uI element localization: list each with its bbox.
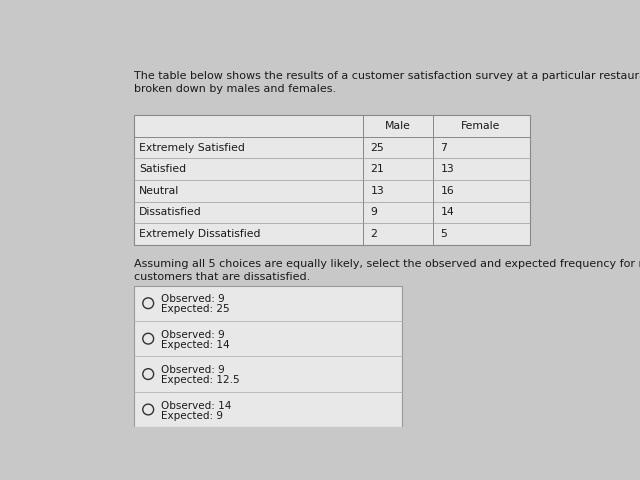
Text: 5: 5: [440, 229, 447, 239]
Text: 9: 9: [371, 207, 378, 217]
Text: Extremely Dissatisfied: Extremely Dissatisfied: [139, 229, 260, 239]
Text: 13: 13: [440, 164, 454, 174]
Text: Male: Male: [385, 121, 411, 131]
Text: 14: 14: [440, 207, 454, 217]
Text: Expected: 25: Expected: 25: [161, 304, 229, 314]
Text: 16: 16: [440, 186, 454, 196]
Text: Expected: 9: Expected: 9: [161, 411, 223, 420]
Bar: [134, 115, 529, 245]
Text: Observed: 9: Observed: 9: [161, 330, 225, 340]
Text: Observed: 9: Observed: 9: [161, 365, 225, 375]
Text: Expected: 14: Expected: 14: [161, 340, 229, 350]
Text: 7: 7: [440, 143, 447, 153]
Text: Dissatisfied: Dissatisfied: [139, 207, 202, 217]
Text: Female: Female: [461, 121, 500, 131]
Text: Observed: 9: Observed: 9: [161, 294, 225, 304]
Text: Expected: 12.5: Expected: 12.5: [161, 375, 239, 385]
Text: Satisfied: Satisfied: [139, 164, 186, 174]
Text: 2: 2: [371, 229, 378, 239]
Text: customers that are dissatisfied.: customers that are dissatisfied.: [134, 272, 310, 282]
Text: Neutral: Neutral: [139, 186, 179, 196]
Text: The table below shows the results of a customer satisfaction survey at a particu: The table below shows the results of a c…: [134, 72, 640, 82]
Text: 25: 25: [371, 143, 385, 153]
Text: 21: 21: [371, 164, 385, 174]
Text: broken down by males and females.: broken down by males and females.: [134, 84, 337, 94]
Text: 13: 13: [371, 186, 385, 196]
Text: Assuming all 5 choices are equally likely, select the observed and expected freq: Assuming all 5 choices are equally likel…: [134, 259, 640, 269]
Text: Observed: 14: Observed: 14: [161, 401, 231, 410]
Bar: [134, 286, 402, 427]
Text: Extremely Satisfied: Extremely Satisfied: [139, 143, 244, 153]
